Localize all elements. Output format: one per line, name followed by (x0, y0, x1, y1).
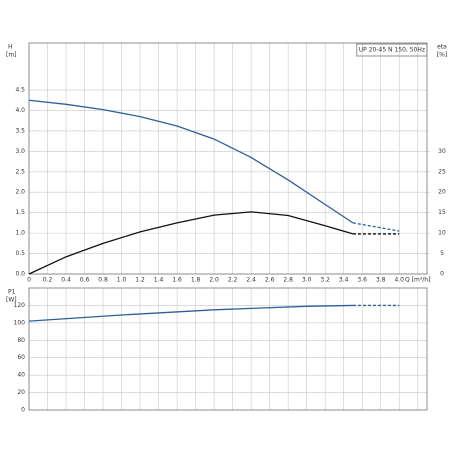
x-tick-label: 0.2 (43, 277, 53, 284)
y2-tick-label: 30 (438, 148, 446, 155)
y-tick-label: 2.0 (15, 189, 25, 196)
y-tick-label: 40 (17, 372, 25, 379)
y-tick-label: 4.0 (15, 107, 25, 114)
x-tick-label: 3.4 (339, 277, 349, 284)
title-box (356, 43, 428, 57)
x-tick-label: Q [m³/h] (405, 277, 430, 284)
y-tick-label: 1.5 (15, 209, 25, 216)
y-tick-label: 0.5 (15, 250, 25, 257)
x-tick-label: 1.6 (172, 277, 182, 284)
y-tick-label: 4.5 (15, 87, 25, 94)
data-line (28, 99, 354, 224)
y-tick-label: 3.0 (15, 148, 25, 155)
x-tick-label: 0.8 (98, 277, 108, 284)
x-tick-label: 2.0 (209, 277, 219, 284)
y-tick-label: 0.0 (15, 271, 25, 278)
y-tick-label: 80 (17, 337, 25, 344)
y2-tick-label: 10 (438, 230, 446, 237)
x-tick-label: 2.6 (265, 277, 275, 284)
y2-axis-label: eta (437, 44, 447, 51)
y-tick-label: 100 (14, 319, 26, 326)
y2-tick-label: 25 (438, 168, 446, 175)
y-axis-label: H (8, 44, 13, 51)
y-tick-label: 0 (21, 407, 25, 414)
x-tick-label: 4.0 (394, 277, 404, 284)
x-tick-label: 3.8 (376, 277, 386, 284)
y-axis-label: P1 (8, 289, 16, 296)
y2-axis-unit: [%] (437, 52, 447, 59)
data-line (28, 304, 353, 322)
data-line (352, 222, 400, 232)
y-tick-label: 60 (17, 354, 25, 361)
x-tick-label: 3.6 (357, 277, 367, 284)
y-tick-label: 20 (17, 389, 25, 396)
x-tick-label: 3.2 (320, 277, 330, 284)
plot-frame (28, 287, 428, 411)
y-axis-unit: [m] (6, 52, 17, 59)
x-tick-label: 0.4 (61, 277, 71, 284)
y-tick-label: 2.5 (15, 168, 25, 175)
plot-frame (28, 42, 428, 275)
x-tick-label: 3.0 (302, 277, 312, 284)
y2-tick-label: 15 (438, 209, 446, 216)
x-tick-label: 2.8 (283, 277, 293, 284)
x-tick-label: 2.4 (246, 277, 256, 284)
y-axis-unit: [W] (6, 297, 17, 304)
y-tick-label: 1.0 (15, 230, 25, 237)
y2-tick-label: 5 (440, 250, 444, 257)
y-tick-label: 120 (14, 302, 26, 309)
y-tick-label: 3.5 (15, 127, 25, 134)
x-tick-label: 1.0 (117, 277, 127, 284)
y2-tick-label: 0 (440, 271, 444, 278)
x-tick-label: 1.4 (154, 277, 164, 284)
x-tick-label: 1.2 (135, 277, 145, 284)
x-tick-label: 2.2 (228, 277, 238, 284)
chart-title: UP 20-45 N 150, 50Hz (359, 47, 425, 54)
x-tick-label: 0.6 (80, 277, 90, 284)
x-tick-label: 0 (27, 277, 31, 284)
data-line (28, 211, 354, 275)
y2-tick-label: 20 (438, 189, 446, 196)
x-tick-label: 1.8 (191, 277, 201, 284)
